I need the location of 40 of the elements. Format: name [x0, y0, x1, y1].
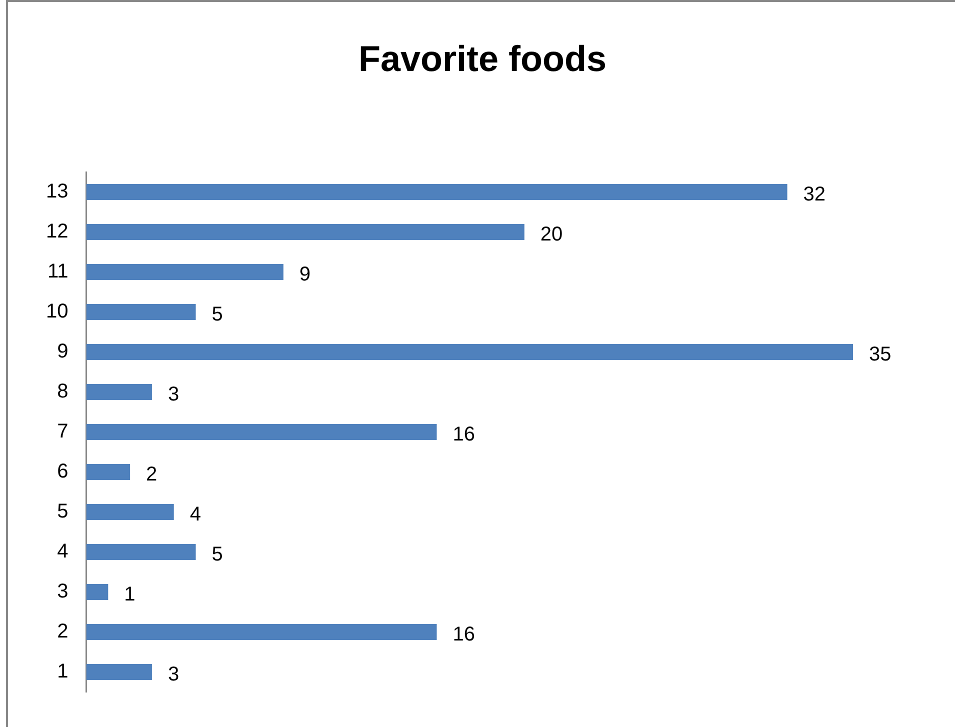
bar [86, 224, 524, 240]
y-tick-label: 8 [57, 380, 68, 403]
bar [86, 544, 196, 560]
data-label: 16 [452, 424, 476, 446]
data-label: 1 [124, 584, 136, 606]
y-tick-label: 5 [57, 500, 68, 523]
y-tick-label: 7 [57, 420, 68, 443]
bar [86, 624, 437, 640]
bar [86, 184, 788, 200]
chart-title: Favorite foods [357, 38, 608, 80]
data-label: 20 [540, 224, 563, 246]
data-label: 2 [146, 464, 158, 486]
y-tick-label: 6 [57, 460, 68, 483]
data-label: 3 [168, 664, 180, 686]
data-label: 3 [168, 384, 180, 406]
data-label: 35 [869, 344, 892, 366]
y-tick-label: 4 [57, 540, 68, 563]
bar [86, 584, 108, 600]
bar [86, 344, 853, 360]
bar [86, 664, 152, 680]
bar [86, 384, 152, 400]
y-tick-label: 9 [57, 340, 68, 363]
data-label: 5 [212, 304, 223, 326]
bar [86, 504, 174, 520]
data-label: 16 [452, 624, 476, 646]
bar [86, 424, 437, 440]
y-tick-label: 10 [46, 300, 68, 323]
bar [86, 464, 130, 480]
y-tick-label: 2 [57, 620, 68, 643]
data-label: 9 [299, 264, 311, 286]
data-label: 5 [212, 544, 223, 566]
data-label: 32 [803, 184, 826, 206]
data-label: 4 [190, 504, 201, 526]
y-tick-label: 1 [57, 660, 68, 683]
y-tick-label: 13 [46, 180, 68, 203]
bar [86, 264, 284, 280]
y-tick-label: 12 [46, 220, 68, 243]
y-tick-label: 3 [57, 580, 68, 603]
y-tick-label: 11 [47, 260, 68, 283]
bar [86, 304, 196, 320]
